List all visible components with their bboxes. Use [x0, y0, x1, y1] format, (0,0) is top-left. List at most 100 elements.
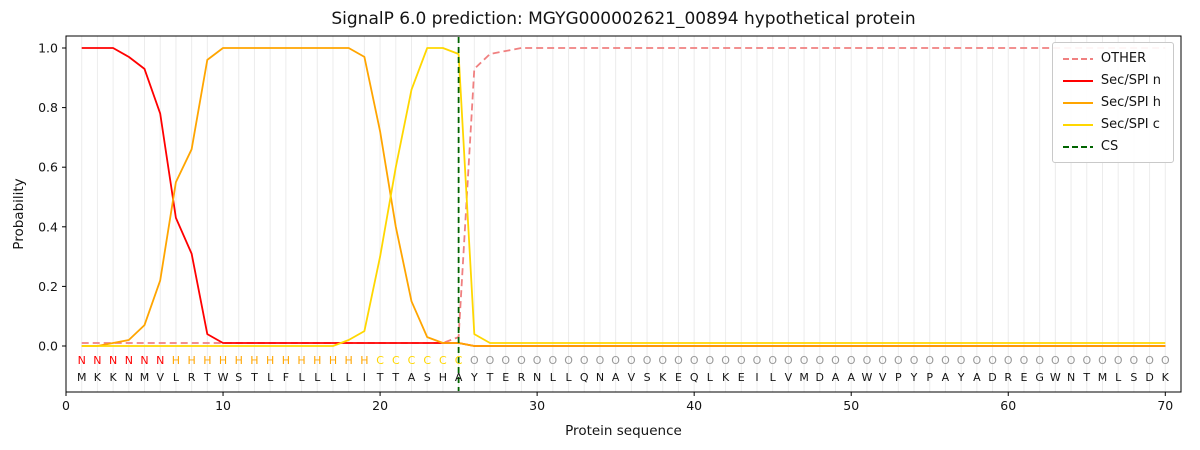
series-line-Sec-SPI-n — [81, 47, 1166, 347]
sequence-letter: S — [235, 371, 242, 384]
sequence-letter: Y — [957, 371, 965, 384]
region-letter: O — [501, 354, 510, 367]
legend-label: Sec/SPI n — [1100, 73, 1161, 88]
y-tick-label: 0.8 — [38, 100, 58, 115]
sequence-letter: N — [1067, 371, 1075, 384]
region-letter: H — [297, 354, 305, 367]
x-tick-label: 0 — [62, 398, 70, 413]
region-letter: O — [768, 354, 777, 367]
region-letter: O — [1051, 354, 1060, 367]
sequence-letter: N — [533, 371, 541, 384]
series-line-OTHER — [81, 47, 1166, 344]
region-letter: C — [455, 354, 463, 367]
sequence-letter: K — [722, 371, 730, 384]
region-letter: O — [706, 354, 715, 367]
x-tick-label: 20 — [372, 398, 388, 413]
sequence-letter: W — [861, 371, 872, 384]
y-tick-label: 0.4 — [38, 219, 58, 234]
region-letter: O — [580, 354, 589, 367]
region-letter: O — [690, 354, 699, 367]
region-letter: O — [1130, 354, 1139, 367]
region-letter: O — [847, 354, 856, 367]
region-letter: O — [674, 354, 683, 367]
sequence-letter: K — [1162, 371, 1170, 384]
sequence-letter: N — [125, 371, 133, 384]
sequence-letter: N — [596, 371, 604, 384]
region-letter: H — [203, 354, 211, 367]
sequence-letter: T — [1082, 371, 1090, 384]
sequence-letter: L — [267, 371, 274, 384]
region-letter: O — [863, 354, 872, 367]
sequence-letter: E — [502, 371, 509, 384]
region-letter: O — [517, 354, 526, 367]
region-letter: O — [800, 354, 809, 367]
sequence-letter: S — [644, 371, 651, 384]
region-letter: O — [627, 354, 636, 367]
sequence-letter: L — [707, 371, 714, 384]
region-letter: N — [156, 354, 164, 367]
legend-label: OTHER — [1100, 51, 1147, 66]
legend-item-Sec-SPI-c: Sec/SPI c — [1062, 117, 1161, 132]
region-letter: O — [1161, 354, 1170, 367]
region-letter: O — [1114, 354, 1123, 367]
region-letter: O — [988, 354, 997, 367]
sequence-letter: E — [675, 371, 682, 384]
sequence-letter: P — [926, 371, 933, 384]
sequence-letter: E — [738, 371, 745, 384]
region-letter: O — [894, 354, 903, 367]
region-letter: O — [1145, 354, 1154, 367]
legend-label: Sec/SPI c — [1100, 117, 1160, 132]
region-letter: O — [737, 354, 746, 367]
legend-item-Sec-SPI-h: Sec/SPI h — [1062, 95, 1161, 110]
region-letter: O — [1082, 354, 1091, 367]
x-tick-label: 70 — [1157, 398, 1173, 413]
sequence-letter: H — [439, 371, 447, 384]
sequence-letter: Q — [690, 371, 699, 384]
region-letter: O — [1004, 354, 1013, 367]
region-letter: O — [878, 354, 887, 367]
region-letter: C — [439, 354, 447, 367]
legend-line-sample — [1062, 145, 1093, 148]
sequence-letter: I — [363, 371, 366, 384]
x-tick-label: 30 — [529, 398, 545, 413]
region-letter: O — [643, 354, 652, 367]
x-tick-label: 50 — [843, 398, 859, 413]
sequence-letter: R — [1004, 371, 1012, 384]
sequence-letter: T — [486, 371, 494, 384]
region-letter: O — [941, 354, 950, 367]
region-letter: O — [721, 354, 730, 367]
sequence-letter: K — [94, 371, 102, 384]
region-letter: N — [109, 354, 117, 367]
region-letter: O — [486, 354, 495, 367]
region-letter: C — [423, 354, 431, 367]
sequence-letter: V — [785, 371, 793, 384]
region-letter: H — [219, 354, 227, 367]
y-tick-label: 0.0 — [38, 339, 58, 354]
region-letter: O — [533, 354, 542, 367]
region-letter: O — [973, 354, 982, 367]
legend-line-sample — [1062, 79, 1093, 82]
legend-line-sample — [1062, 57, 1093, 60]
region-letter: H — [172, 354, 180, 367]
sequence-letter: T — [391, 371, 399, 384]
sequence-letter: K — [659, 371, 667, 384]
sequence-letter: D — [1145, 371, 1153, 384]
region-letter: H — [187, 354, 195, 367]
region-letter: O — [753, 354, 762, 367]
sequence-letter: R — [518, 371, 526, 384]
sequence-letter: L — [770, 371, 777, 384]
x-tick-label: 60 — [1000, 398, 1016, 413]
region-letter: H — [282, 354, 290, 367]
legend-label: Sec/SPI h — [1100, 95, 1161, 110]
region-letter: O — [784, 354, 793, 367]
region-letter: C — [376, 354, 384, 367]
region-letter: O — [910, 354, 919, 367]
region-letter: O — [1035, 354, 1044, 367]
sequence-letter: K — [110, 371, 118, 384]
region-letter: H — [329, 354, 337, 367]
sequence-letter: R — [188, 371, 196, 384]
chart-title: SignalP 6.0 prediction: MGYG000002621_00… — [331, 9, 916, 29]
region-letter: N — [93, 354, 101, 367]
